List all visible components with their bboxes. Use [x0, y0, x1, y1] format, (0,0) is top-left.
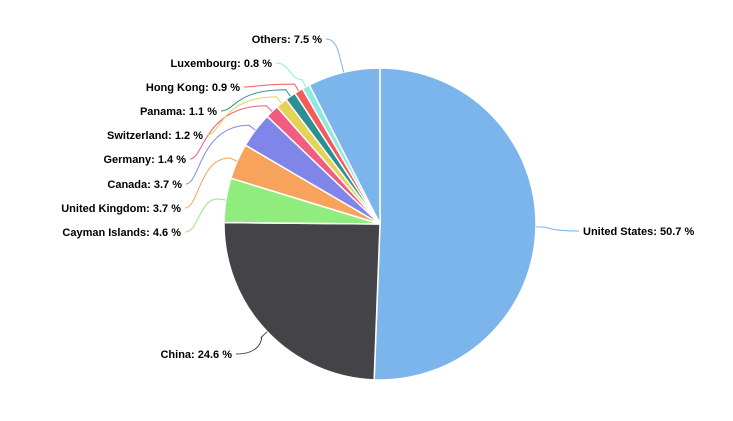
data-labels: United States: 50.7 % China: 24.6 % Cayman… [61, 34, 694, 361]
data-label-canada: Canada: 3.7 % [107, 179, 182, 191]
data-label-united-states: United States: 50.7 % [583, 226, 694, 238]
data-label-luxembourg: Luxembourg: 0.8 % [171, 58, 273, 70]
connector-canada [185, 124, 256, 185]
connector-germany [189, 105, 273, 160]
data-label-china: China: 24.6 % [160, 349, 232, 361]
connector-others [325, 38, 345, 73]
slice-united-states[interactable] [373, 67, 537, 381]
data-label-others: Others: 7.5 % [252, 34, 323, 46]
connector-china [235, 331, 268, 355]
slice-others[interactable] [308, 67, 381, 225]
connector-luxembourg [275, 62, 307, 87]
connector-united-states [535, 226, 580, 232]
connector-switzerland [206, 96, 282, 136]
label-connectors [184, 38, 580, 355]
data-label-panama: Panama: 1.1 % [140, 106, 217, 118]
connector-cayman-islands [184, 198, 226, 233]
connector-hong-kong [243, 83, 300, 92]
slice-china[interactable] [223, 221, 381, 381]
connector-panama [220, 89, 291, 112]
data-label-united-kingdom: United Kingdom: 3.7 % [61, 203, 181, 215]
data-label-switzerland: Switzerland: 1.2 % [107, 130, 203, 142]
data-label-germany: Germany: 1.4 % [103, 154, 186, 166]
data-label-hong-kong: Hong Kong: 0.9 % [146, 82, 240, 94]
pie-slices [223, 67, 537, 381]
data-label-cayman-islands: Cayman Islands: 4.6 % [62, 227, 181, 239]
connector-united-kingdom [184, 157, 238, 209]
